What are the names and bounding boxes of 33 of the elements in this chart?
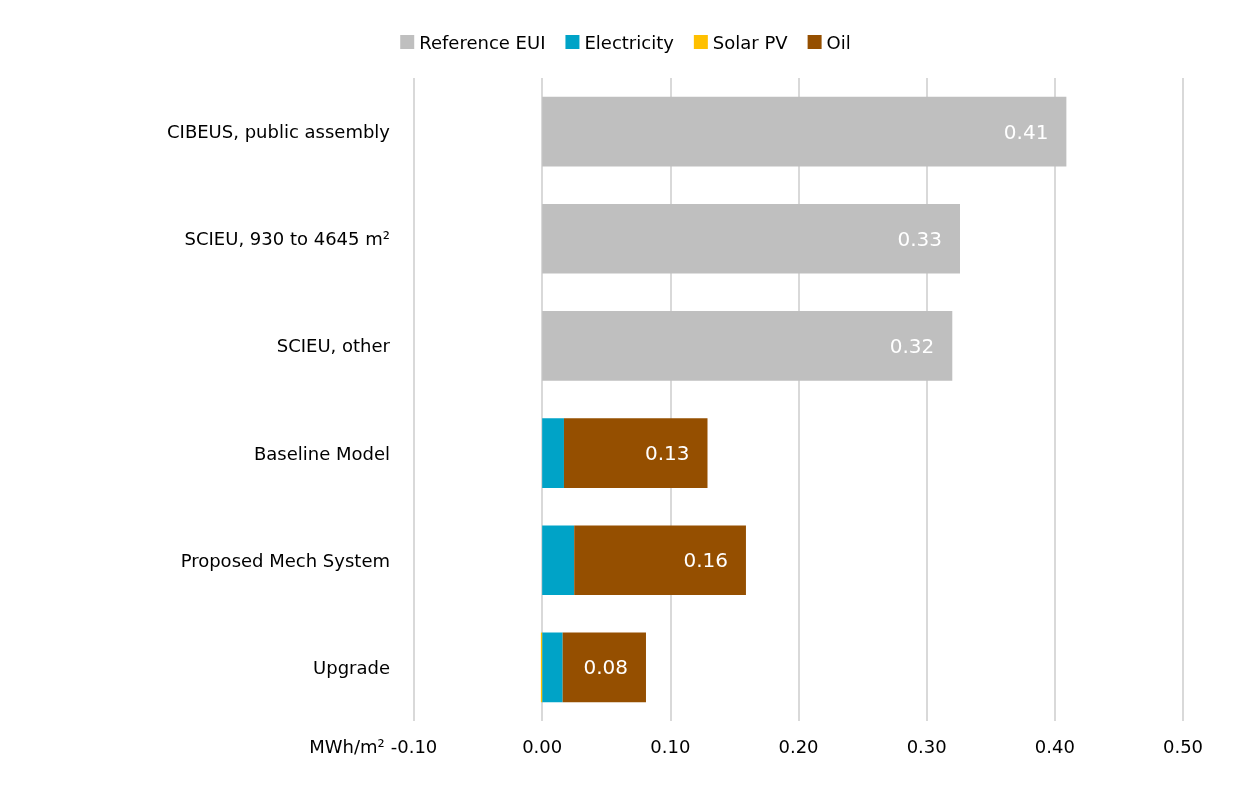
data-label: 0.41 (1003, 119, 1049, 144)
text: 0.10 (650, 735, 691, 757)
total-label: 0.08 (583, 655, 628, 680)
total-label: 0.16 (683, 548, 728, 573)
y-tick-label: Upgrade (313, 656, 390, 678)
text: 0.30 (906, 735, 947, 757)
bar (542, 96, 1067, 167)
y-tick-label: CIBEUS, public assembly (167, 121, 391, 143)
x-axis-title: MWh/m² (309, 735, 385, 757)
data-label: 0.32 (889, 333, 935, 358)
bar (542, 525, 575, 596)
legend-label: Reference EUI (419, 31, 546, 53)
y-tick-label: SCIEU, other (276, 335, 391, 357)
y-tick-label: Baseline Model (253, 442, 390, 464)
text: 0.00 (522, 735, 563, 757)
text: 0.40 (1034, 735, 1075, 757)
bar (542, 311, 953, 381)
y-tick-label: SCIEU, 930 to 4645 m² (184, 228, 390, 250)
text: 0.20 (778, 735, 819, 757)
y-tick-label: Proposed Mech System (180, 549, 390, 571)
legend-label: Electricity (584, 31, 675, 53)
legend-label: Solar PV (712, 31, 789, 53)
total-label: 0.13 (644, 441, 690, 466)
bar (542, 632, 563, 703)
bar (563, 418, 708, 488)
legend-label: Oil (826, 31, 851, 53)
bar (542, 418, 564, 488)
text: -0.10 (390, 735, 438, 757)
bar (562, 632, 646, 703)
bar (542, 203, 960, 274)
bar (574, 525, 746, 596)
data-label: 0.33 (897, 226, 942, 251)
text: 0.50 (1162, 735, 1204, 757)
